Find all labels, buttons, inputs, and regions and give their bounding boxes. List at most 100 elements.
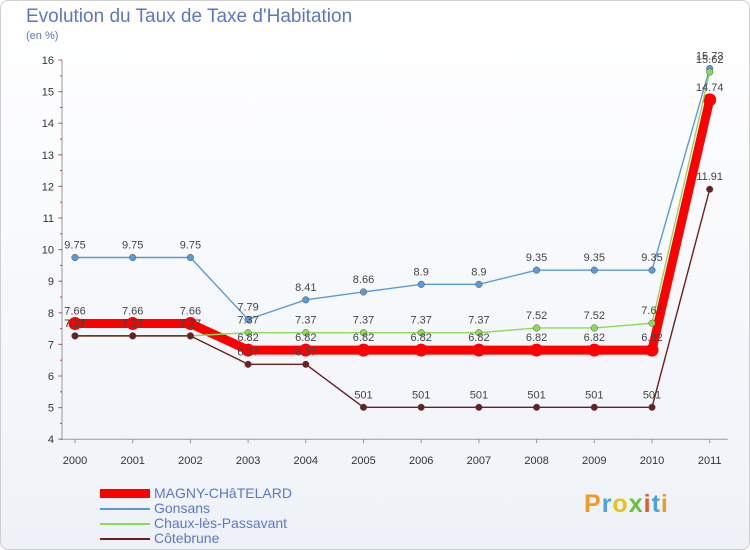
data-point xyxy=(129,332,137,340)
data-point xyxy=(186,332,194,340)
data-label: 15.73 xyxy=(696,51,724,63)
logo-letter: o xyxy=(612,490,629,518)
data-point xyxy=(648,266,656,274)
y-tick-label: 9 xyxy=(48,276,54,288)
chart-legend: MAGNY-CHâTELARD Gonsans Chaux-lès-Passavan… xyxy=(100,486,292,546)
data-label: 7.79 xyxy=(237,301,258,313)
data-point xyxy=(590,324,598,332)
logo-letter: P xyxy=(584,490,602,518)
data-point xyxy=(241,343,255,357)
data-point xyxy=(129,253,137,262)
data-label: 7.66 xyxy=(180,306,201,318)
data-label: 9.75 xyxy=(180,240,201,252)
data-label: 7.37 xyxy=(295,315,316,327)
data-label: 7.37 xyxy=(237,315,258,327)
data-point xyxy=(244,360,252,368)
legend-item: Gonsans xyxy=(100,501,292,516)
data-label: 501 xyxy=(527,389,545,401)
x-tick-label: 2006 xyxy=(409,455,433,467)
legend-swatch xyxy=(100,537,150,540)
data-label: 7.66 xyxy=(122,306,143,318)
data-point xyxy=(475,280,483,288)
y-tick-label: 16 xyxy=(42,55,54,67)
data-point xyxy=(472,343,486,357)
logo-letter: t xyxy=(651,490,661,518)
series-line-1 xyxy=(74,67,711,321)
proxiti-logo: Proxiti xyxy=(584,490,669,519)
data-label: 501 xyxy=(354,389,372,401)
data-point xyxy=(475,403,483,411)
data-label: 6.82 xyxy=(641,332,662,344)
data-label: 8.9 xyxy=(471,266,486,278)
data-label: 6.37 xyxy=(237,346,258,358)
data-label: 7.37 xyxy=(468,315,489,327)
legend-item: Côtebrune xyxy=(100,531,292,546)
data-label: 6.82 xyxy=(468,332,489,344)
legend-label: Côtebrune xyxy=(154,530,220,546)
y-axis-unit: (en %) xyxy=(26,30,59,42)
chart-title: Evolution du Taux de Taxe d'Habitation xyxy=(26,6,353,27)
data-label: 7.66 xyxy=(64,306,85,318)
data-label: 14.74 xyxy=(696,82,724,94)
y-tick-label: 12 xyxy=(42,181,54,193)
data-point xyxy=(244,329,252,337)
x-tick-label: 2005 xyxy=(351,455,375,467)
data-point xyxy=(590,403,598,411)
data-label: 7.27 xyxy=(64,318,85,330)
y-tick-label: 13 xyxy=(42,150,54,162)
data-point xyxy=(183,317,197,331)
data-point xyxy=(648,403,656,411)
x-tick-label: 2010 xyxy=(640,455,664,467)
data-label: 6.82 xyxy=(584,332,605,344)
data-point xyxy=(706,185,714,193)
data-point xyxy=(302,329,310,337)
data-label: 7.27 xyxy=(180,318,201,330)
data-label: 7.27 xyxy=(180,318,201,330)
x-tick-label: 2008 xyxy=(524,455,548,467)
y-tick-label: 8 xyxy=(48,308,54,320)
data-label: 7.52 xyxy=(526,310,547,322)
legend-swatch xyxy=(100,507,150,510)
data-point xyxy=(648,319,656,327)
data-label: 501 xyxy=(470,389,488,401)
data-point xyxy=(645,343,659,357)
data-label: 7.52 xyxy=(584,310,605,322)
series-line-3 xyxy=(74,188,711,408)
y-tick-label: 14 xyxy=(42,118,54,130)
data-point xyxy=(359,403,368,411)
data-label: 9.35 xyxy=(641,252,662,264)
x-tick-label: 2002 xyxy=(178,455,202,467)
x-tick-label: 2000 xyxy=(63,455,87,467)
legend-item: MAGNY-CHâTELARD xyxy=(100,486,292,501)
x-tick-label: 2004 xyxy=(294,455,318,467)
data-label: 9.75 xyxy=(64,240,85,252)
legend-item: Chaux-lès-Passavant xyxy=(100,516,292,531)
y-tick-label: 11 xyxy=(43,213,54,225)
data-label: 8.41 xyxy=(295,282,316,294)
data-point xyxy=(302,296,310,304)
data-point xyxy=(68,317,82,331)
legend-label: Gonsans xyxy=(154,500,211,516)
y-tick-label: 5 xyxy=(48,403,54,415)
data-label: 6.37 xyxy=(295,346,316,358)
data-point xyxy=(533,324,541,332)
y-tick-label: 4 xyxy=(48,434,54,446)
data-label: 15.62 xyxy=(696,54,724,66)
data-point xyxy=(359,329,368,337)
data-point xyxy=(414,343,428,357)
data-label: 6.82 xyxy=(237,332,258,344)
data-label: 8.9 xyxy=(414,266,429,278)
data-label: 9.35 xyxy=(584,252,605,264)
data-label: 7.27 xyxy=(122,318,143,330)
data-point xyxy=(244,315,252,323)
logo-letter: x xyxy=(628,490,644,518)
data-label: 7.67 xyxy=(641,305,662,317)
data-label: 7.27 xyxy=(64,318,85,330)
data-point xyxy=(417,329,425,337)
data-point xyxy=(359,288,368,296)
data-point xyxy=(126,317,140,331)
data-point xyxy=(590,266,598,274)
data-label: 6.82 xyxy=(410,332,431,344)
